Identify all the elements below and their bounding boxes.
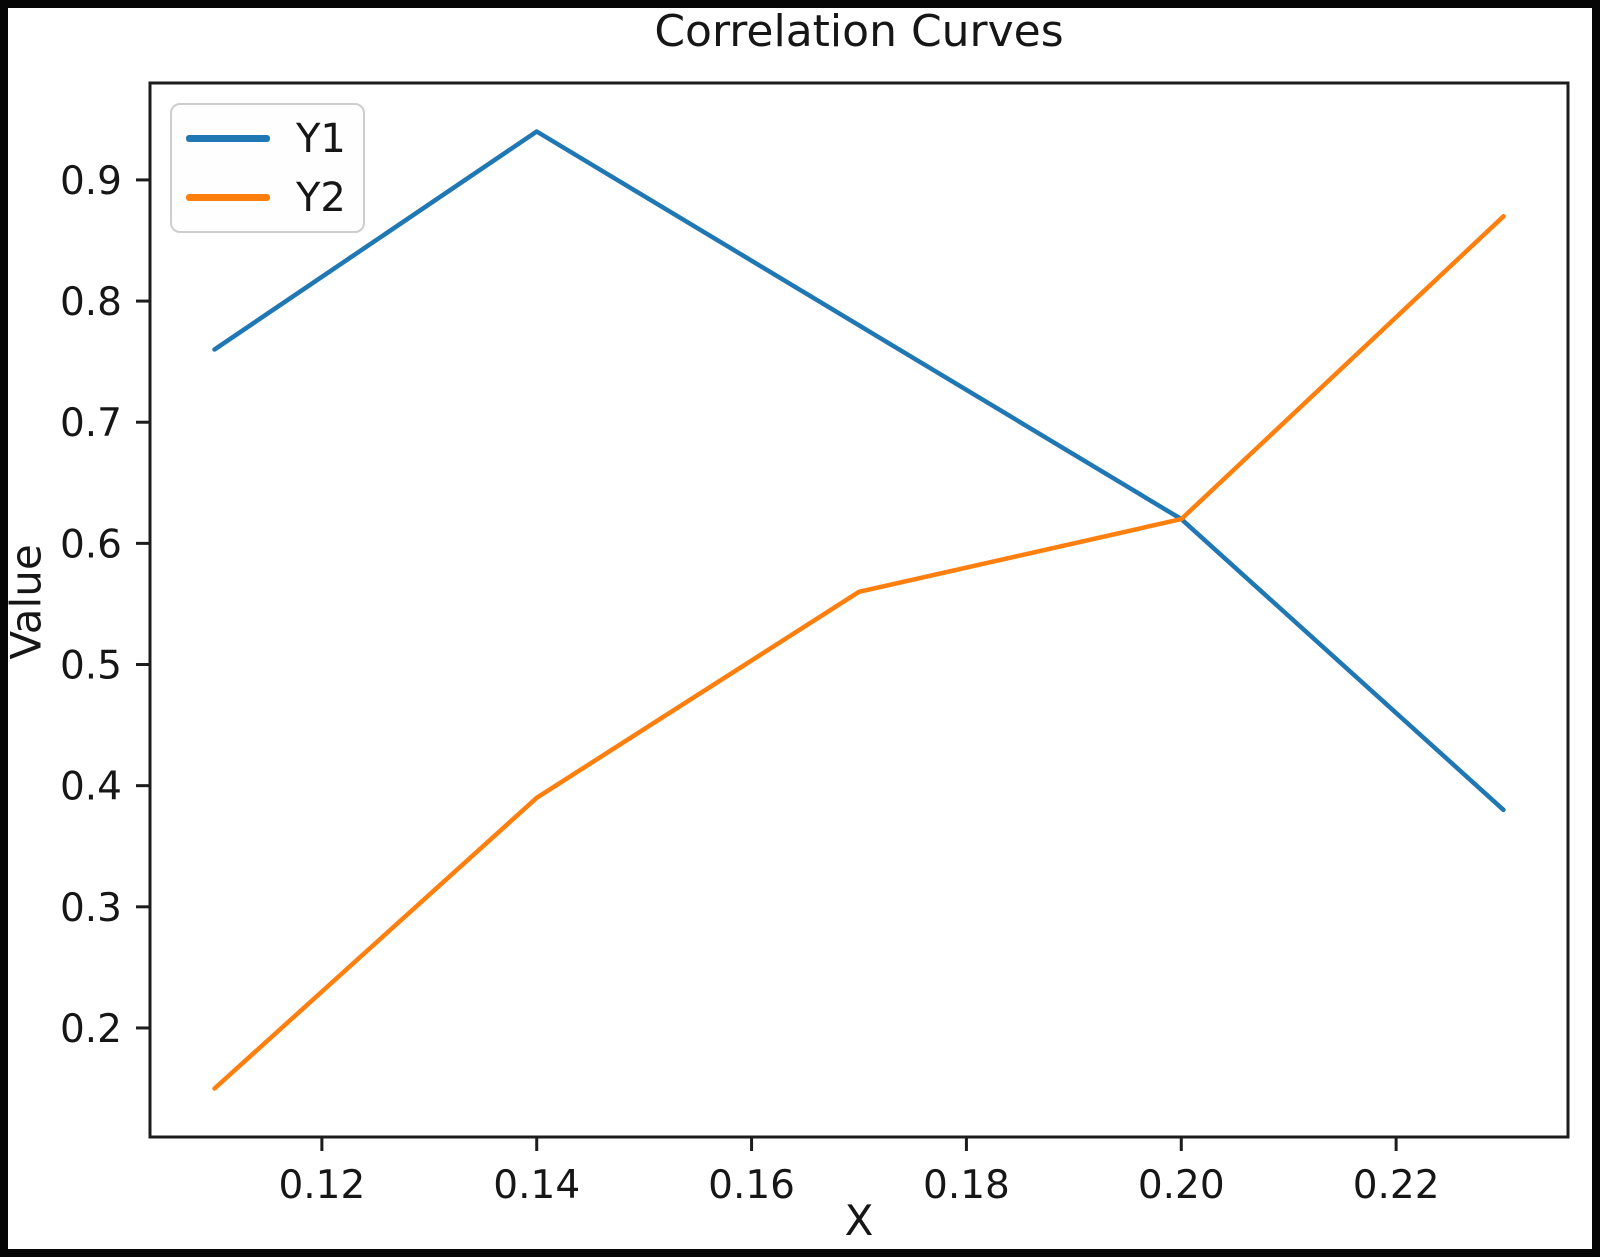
series-line-y1 bbox=[212, 129, 1506, 813]
legend-line-sample-y2 bbox=[186, 194, 270, 201]
chart-title: Correlation Curves bbox=[654, 6, 1064, 57]
x-tick-label: 0.16 bbox=[708, 1163, 795, 1208]
x-tick-label: 0.18 bbox=[923, 1163, 1010, 1208]
x-tick-label: 0.20 bbox=[1138, 1163, 1225, 1208]
x-tick-label: 0.14 bbox=[493, 1163, 580, 1208]
x-tick-label: 0.22 bbox=[1353, 1163, 1440, 1208]
y-tick-label: 0.6 bbox=[60, 522, 122, 567]
legend-line-sample-y1 bbox=[186, 135, 270, 142]
y-tick-label: 0.5 bbox=[60, 644, 122, 689]
legend-label-y1: Y1 bbox=[296, 115, 346, 162]
legend-label-y2: Y2 bbox=[296, 174, 346, 221]
x-axis-label: X bbox=[844, 1196, 874, 1245]
y-tick-label: 0.8 bbox=[60, 280, 122, 325]
legend-item-y1: Y1 bbox=[186, 119, 349, 159]
y-tick-label: 0.3 bbox=[60, 886, 122, 931]
y-tick-label: 0.4 bbox=[60, 765, 122, 810]
series-line-y2 bbox=[212, 214, 1506, 1091]
axes-spines bbox=[148, 81, 1570, 1139]
x-tick-label: 0.12 bbox=[278, 1163, 365, 1208]
y-tick-label: 0.7 bbox=[60, 401, 122, 446]
legend-item-y2: Y2 bbox=[186, 178, 349, 218]
legend-box: Y1 Y2 bbox=[170, 103, 365, 233]
y-axis-label: Value bbox=[1, 544, 51, 660]
y-tick-label: 0.9 bbox=[60, 159, 122, 204]
y-tick-label: 0.2 bbox=[60, 1007, 122, 1052]
